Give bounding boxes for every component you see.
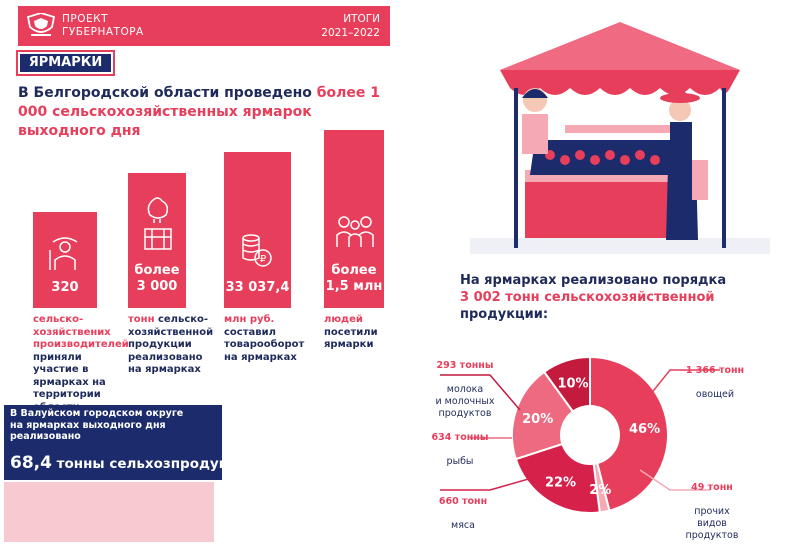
decorative-strip [4, 482, 214, 542]
pie-pct-vegetables: 46% [629, 422, 660, 437]
pie-pct-meat: 22% [545, 475, 576, 490]
pie-label-vegetables: 1 366 тонн овощей [670, 353, 760, 413]
pie-label-milk-amount: 293 тонны [436, 360, 494, 371]
stat-bar-visitors [324, 130, 384, 308]
pie-label-other: 49 тонн прочих видов продуктов [672, 470, 752, 554]
pie-label-milk: 293 тонны молока и молочных продуктов [425, 348, 505, 432]
stat-caption-turnover-text: составил товарооборот на ярмарках [224, 326, 305, 363]
valuyki-total: 68,4 тонны сельхозпродукции [10, 453, 257, 473]
pie-title-line1: На ярмарках реализовано порядка [460, 273, 727, 288]
leader-line-milk [440, 374, 521, 411]
stat-caption-visitors-unit: людей [324, 314, 363, 325]
chicken-icon [144, 197, 172, 250]
people-icon [336, 216, 374, 247]
pie-label-meat-text: мяса [451, 520, 475, 531]
valuyki-text: В Валуйском городском округе на ярмарках… [10, 408, 184, 442]
headline: В Белгородской области проведено более 1… [18, 84, 388, 141]
stat-caption-turnover-unit: млн руб. [224, 314, 275, 325]
pie-title-line2: 3 002 тонн сельскохозяйственной [460, 290, 715, 305]
svg-text:₽: ₽ [260, 254, 267, 265]
stat-caption-producers: сельско-хозяйствених производителей прин… [33, 314, 129, 414]
pie-hole [560, 405, 620, 465]
pie-pct-other: 2% [589, 483, 611, 498]
pie-pct-fish: 20% [522, 412, 553, 427]
pie-label-meat: 660 тонн мяса [428, 484, 498, 544]
project-label: ПРОЕКТ ГУБЕРНАТОРА [62, 13, 144, 38]
market-stall-illustration [470, 22, 770, 254]
leader-line-meat [440, 477, 533, 491]
valuyki-box [4, 405, 222, 480]
pie-slice-vegetables [589, 355, 669, 512]
stat-caption-producers-unit: сельско-хозяйствених производителей [33, 314, 129, 350]
pie-label-fish: 634 тонны рыбы [425, 420, 495, 480]
pie-chart: 46% 2% 22% 20% 10% [440, 355, 720, 514]
valuyki-unit: тонны сельхозпродукции [51, 456, 257, 472]
stat-caption-tonnes-text: сельско-хозяйственной продукции реализов… [128, 314, 214, 375]
stat-caption-visitors: людей посетили ярмарки [324, 314, 386, 352]
stat-value-visitors: более 1,5 млн [325, 263, 383, 294]
farmer-icon [49, 237, 78, 270]
stat-caption-tonnes: тонн сельско-хозяйственной продукции реа… [128, 314, 213, 377]
pie-title: На ярмарках реализовано порядка 3 002 то… [460, 272, 760, 323]
leader-line-other [639, 469, 710, 491]
headline-text: В Белгородской области проведено [18, 85, 317, 101]
leader-line-vegetables [649, 369, 720, 396]
pie-label-fish-text: рыбы [446, 456, 474, 467]
governor-project-logo-icon [26, 13, 56, 36]
valuyki-number: 68,4 [10, 453, 52, 473]
stat-bar-tonnes [128, 173, 186, 308]
pie-label-meat-amount: 660 тонн [438, 496, 488, 507]
stat-caption-visitors-text: посетили ярмарки [324, 326, 378, 351]
stat-value-turnover: 33 037,4 [225, 280, 290, 295]
pie-label-other-text: прочих видов продуктов [685, 506, 739, 541]
stat-value-tonnes: более 3 000 [134, 263, 180, 294]
header-title: ИТОГИ 2021–2022 [321, 13, 380, 39]
pie-label-vegetables-amount: 1 366 тонн [685, 365, 745, 376]
stat-bar-turnover [224, 152, 291, 308]
stat-bar-producers [33, 212, 97, 308]
stat-caption-producers-text: приняли участие в ярмарках на территории… [33, 351, 106, 413]
coins-icon: ₽ [242, 234, 272, 267]
header-banner: ПРОЕКТ ГУБЕРНАТОРА ИТОГИ 2021–2022 [18, 6, 390, 46]
pie-label-milk-text: молока и молочных продуктов [435, 384, 495, 419]
stat-caption-turnover: млн руб. составил товарооборот на ярмарк… [224, 314, 312, 364]
section-tag: ЯРМАРКИ [16, 50, 115, 76]
stat-caption-tonnes-unit: тонн [128, 314, 155, 325]
headline-highlight: более 1 000 сельскохозяйственных ярмарок… [18, 85, 381, 139]
pie-label-vegetables-text: овощей [695, 389, 735, 400]
pie-title-line3: продукции: [460, 307, 549, 322]
pie-label-other-amount: 49 тонн [691, 482, 733, 493]
pie-label-fish-amount: 634 тонны [431, 432, 489, 443]
stat-value-producers: 320 [51, 280, 79, 295]
pie-pct-milk: 10% [557, 377, 588, 392]
